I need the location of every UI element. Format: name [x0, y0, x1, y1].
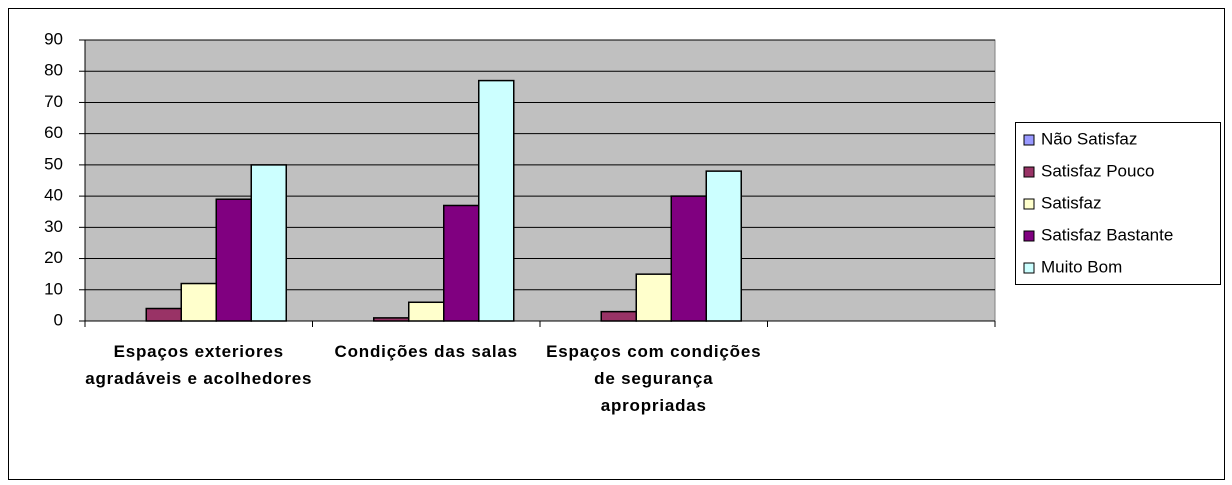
y-tick-label: 30	[44, 217, 63, 236]
bar	[145, 307, 182, 322]
x-tick-label: Condições das salas	[334, 342, 518, 361]
legend-label: Satisfaz	[1041, 193, 1101, 212]
bar	[443, 204, 480, 322]
legend-swatch	[1023, 198, 1035, 210]
y-tick-label: 60	[44, 123, 63, 142]
x-label-box: Espaços com condições de segurança aprop…	[546, 342, 762, 415]
x-tick-label: Espaços com condições de segurança aprop…	[546, 342, 762, 415]
y-tick-label: 90	[44, 29, 63, 48]
legend-swatch	[1023, 230, 1035, 242]
y-tick-label: 80	[44, 61, 63, 80]
x-tick-label: Espaços exteriores agradáveis e acolhedo…	[85, 342, 313, 388]
bar	[705, 170, 742, 322]
y-tick-label: 10	[44, 279, 63, 298]
legend-swatch	[1023, 166, 1035, 178]
legend-label: Satisfaz Bastante	[1041, 225, 1173, 244]
y-tick-label: 20	[44, 248, 63, 267]
legend-label: Não Satisfaz	[1041, 129, 1137, 148]
y-tick-label: 0	[54, 310, 63, 329]
bar	[635, 273, 672, 322]
bar	[600, 310, 637, 322]
x-label-box: Condições das salas	[334, 342, 518, 361]
legend	[1015, 122, 1221, 285]
y-tick-label: 50	[44, 154, 63, 173]
bar	[215, 198, 252, 322]
bar	[408, 301, 445, 322]
x-label-box: Espaços exteriores agradáveis e acolhedo…	[85, 342, 313, 388]
legend-label: Muito Bom	[1041, 257, 1122, 276]
bar	[250, 164, 287, 322]
legend-swatch	[1023, 134, 1035, 146]
bar	[670, 195, 707, 322]
bar	[180, 282, 217, 322]
legend-label: Satisfaz Pouco	[1041, 161, 1154, 180]
y-tick-label: 40	[44, 186, 63, 205]
legend-swatch	[1023, 262, 1035, 274]
bar	[478, 79, 515, 322]
bar	[373, 317, 410, 322]
y-tick-label: 70	[44, 92, 63, 111]
